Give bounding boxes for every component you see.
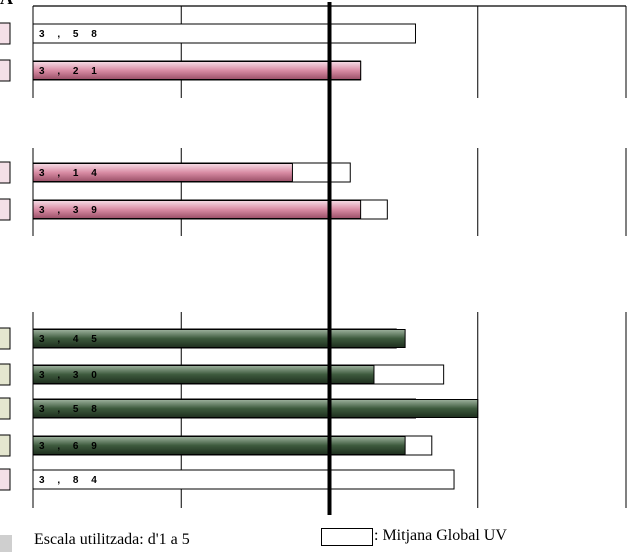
data-label: 3 , 1 4 xyxy=(39,168,102,179)
category-marker xyxy=(0,397,11,420)
legend-label-global-mean: : Mitjana Global UV xyxy=(374,527,507,544)
bar-chart: 3 , 5 8 3 , 2 1 3 , 1 4 3 , 3 9 3 , 4 5 3 , 3… xyxy=(0,2,627,515)
category-marker xyxy=(0,327,11,350)
value-bar xyxy=(32,61,362,80)
scale-note: Escala utilitzada: d'1 a 5 xyxy=(34,531,190,548)
data-label: 3 , 2 1 xyxy=(39,66,102,77)
data-label: 3 , 5 8 xyxy=(39,404,102,415)
value-bar xyxy=(32,200,362,219)
data-label: 3 , 4 5 xyxy=(39,334,102,345)
value-bar xyxy=(32,163,293,182)
category-marker xyxy=(0,468,11,491)
value-bar xyxy=(32,365,375,384)
category-marker xyxy=(0,161,11,184)
data-label: 3 , 6 9 xyxy=(39,441,102,452)
category-marker xyxy=(0,22,11,45)
value-bar xyxy=(32,329,406,348)
data-label: 3 , 3 9 xyxy=(39,205,102,216)
legend-swatch-global-mean xyxy=(321,528,373,546)
data-label: 3 , 8 4 xyxy=(39,475,102,486)
category-marker xyxy=(0,198,11,221)
data-label: 3 , 3 0 xyxy=(39,370,102,381)
value-bar xyxy=(32,436,406,455)
category-marker xyxy=(0,59,11,82)
category-marker xyxy=(0,434,11,457)
category-marker xyxy=(0,363,11,386)
data-label: 3 , 5 8 xyxy=(39,29,102,40)
heading-fragment: A xyxy=(0,0,13,9)
reference-bar xyxy=(32,23,416,44)
reference-bar xyxy=(32,469,455,490)
value-bar xyxy=(32,399,479,418)
scale-note-marker xyxy=(0,535,12,552)
